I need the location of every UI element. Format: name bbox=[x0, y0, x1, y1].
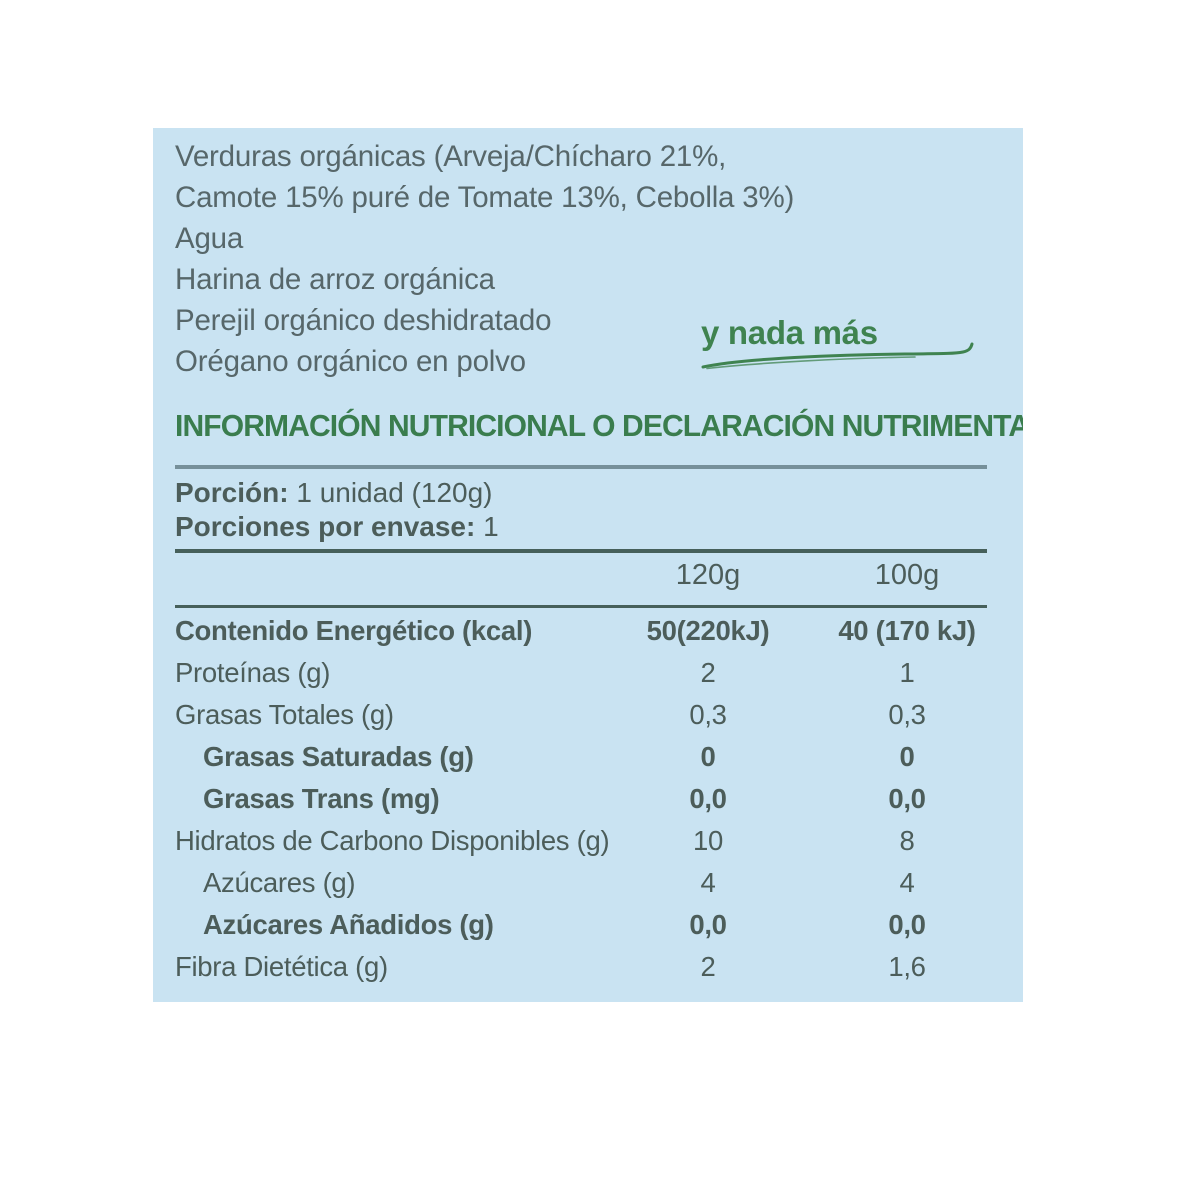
servings-label: Porciones por envase: bbox=[175, 511, 476, 542]
row-value-100g: 0 bbox=[899, 741, 915, 772]
row-value-120g: 50(220kJ) bbox=[646, 615, 770, 646]
row-value-120g: 0,3 bbox=[689, 699, 727, 730]
row-value-100g: 0,0 bbox=[888, 783, 926, 814]
tagline-block: y nada más bbox=[701, 314, 1001, 380]
ingredient-line: Perejil orgánico deshidratado bbox=[175, 304, 552, 337]
tagline-text: y nada más bbox=[701, 314, 878, 351]
portion-line: Porción: 1 unidad (120g) bbox=[175, 476, 499, 510]
row-value-100g: 40 (170 kJ) bbox=[838, 615, 976, 646]
row-label: Azúcares (g) bbox=[203, 867, 356, 898]
servings-line: Porciones por envase: 1 bbox=[175, 510, 499, 544]
table-row: Proteínas (g) 2 1 bbox=[175, 652, 987, 694]
row-value-120g: 2 bbox=[700, 657, 716, 688]
row-value-120g: 4 bbox=[700, 867, 716, 898]
row-value-120g: 0,0 bbox=[689, 783, 727, 814]
nutrition-label-panel: Verduras orgánicas (Arveja/Chícharo 21%,… bbox=[153, 128, 1023, 1002]
row-label: Hidratos de Carbono Disponibles (g) bbox=[175, 825, 610, 856]
row-label: Fibra Dietética (g) bbox=[175, 951, 388, 982]
portion-label: Porción: bbox=[175, 477, 289, 508]
column-header-120g: 120g bbox=[675, 559, 741, 591]
table-row: Fibra Dietética (g) 2 1,6 bbox=[175, 946, 987, 988]
nutrition-table: 120g 100g Contenido Energético (kcal) 50(… bbox=[175, 553, 987, 982]
table-row: Grasas Saturadas (g) 0 0 bbox=[175, 736, 987, 778]
row-label: Azúcares Añadidos (g) bbox=[203, 909, 494, 940]
divider-under-heading bbox=[175, 465, 987, 469]
portion-value: 1 unidad (120g) bbox=[296, 477, 493, 508]
row-value-100g: 1,6 bbox=[888, 951, 926, 982]
row-value-120g: 0 bbox=[700, 741, 716, 772]
row-label: Grasas Trans (mg) bbox=[203, 783, 440, 814]
row-value-100g: 8 bbox=[899, 825, 915, 856]
row-label: Proteínas (g) bbox=[175, 657, 331, 688]
row-value-100g: 1 bbox=[899, 657, 915, 688]
column-header-100g: 100g bbox=[874, 559, 940, 591]
table-header-row: 120g 100g bbox=[175, 553, 987, 605]
row-value-100g: 0,3 bbox=[888, 699, 926, 730]
row-value-120g: 2 bbox=[700, 951, 716, 982]
ingredient-line: Orégano orgánico en polvo bbox=[175, 345, 526, 378]
ingredient-line: Camote 15% puré de Tomate 13%, Cebolla 3… bbox=[175, 181, 795, 214]
page-title: INFORMACIÓN NUTRICIONAL O DECLARACIÓN NU… bbox=[175, 409, 1023, 443]
row-label: Grasas Saturadas (g) bbox=[203, 741, 474, 772]
ingredient-line: Harina de arroz orgánica bbox=[175, 263, 495, 296]
table-row: Hidratos de Carbono Disponibles (g) 10 8 bbox=[175, 820, 987, 862]
table-body: Contenido Energético (kcal) 50(220kJ) 40 (… bbox=[175, 610, 987, 988]
row-value-100g: 4 bbox=[899, 867, 915, 898]
ingredients-list: Verduras orgánicas (Arveja/Chícharo 21%,… bbox=[175, 136, 875, 382]
table-row: Contenido Energético (kcal) 50(220kJ) 40 (… bbox=[175, 610, 987, 652]
ingredient-line: Verduras orgánicas (Arveja/Chícharo 21%, bbox=[175, 140, 727, 173]
table-row: Grasas Trans (mg) 0,0 0,0 bbox=[175, 778, 987, 820]
table-row: Azúcares Añadidos (g) 0,0 0,0 bbox=[175, 904, 987, 946]
divider-under-columns bbox=[175, 605, 987, 608]
row-value-120g: 0,0 bbox=[689, 909, 727, 940]
divider-under-portions bbox=[175, 549, 987, 553]
row-value-120g: 10 bbox=[693, 825, 723, 856]
row-label: Contenido Energético (kcal) bbox=[175, 615, 533, 646]
row-value-100g: 0,0 bbox=[888, 909, 926, 940]
servings-value: 1 bbox=[483, 511, 499, 542]
table-row: Grasas Totales (g) 0,3 0,3 bbox=[175, 694, 987, 736]
ingredient-line: Agua bbox=[175, 222, 244, 255]
portion-block: Porción: 1 unidad (120g) Porciones por e… bbox=[175, 476, 499, 544]
row-label: Grasas Totales (g) bbox=[175, 699, 394, 730]
table-row: Azúcares (g) 4 4 bbox=[175, 862, 987, 904]
